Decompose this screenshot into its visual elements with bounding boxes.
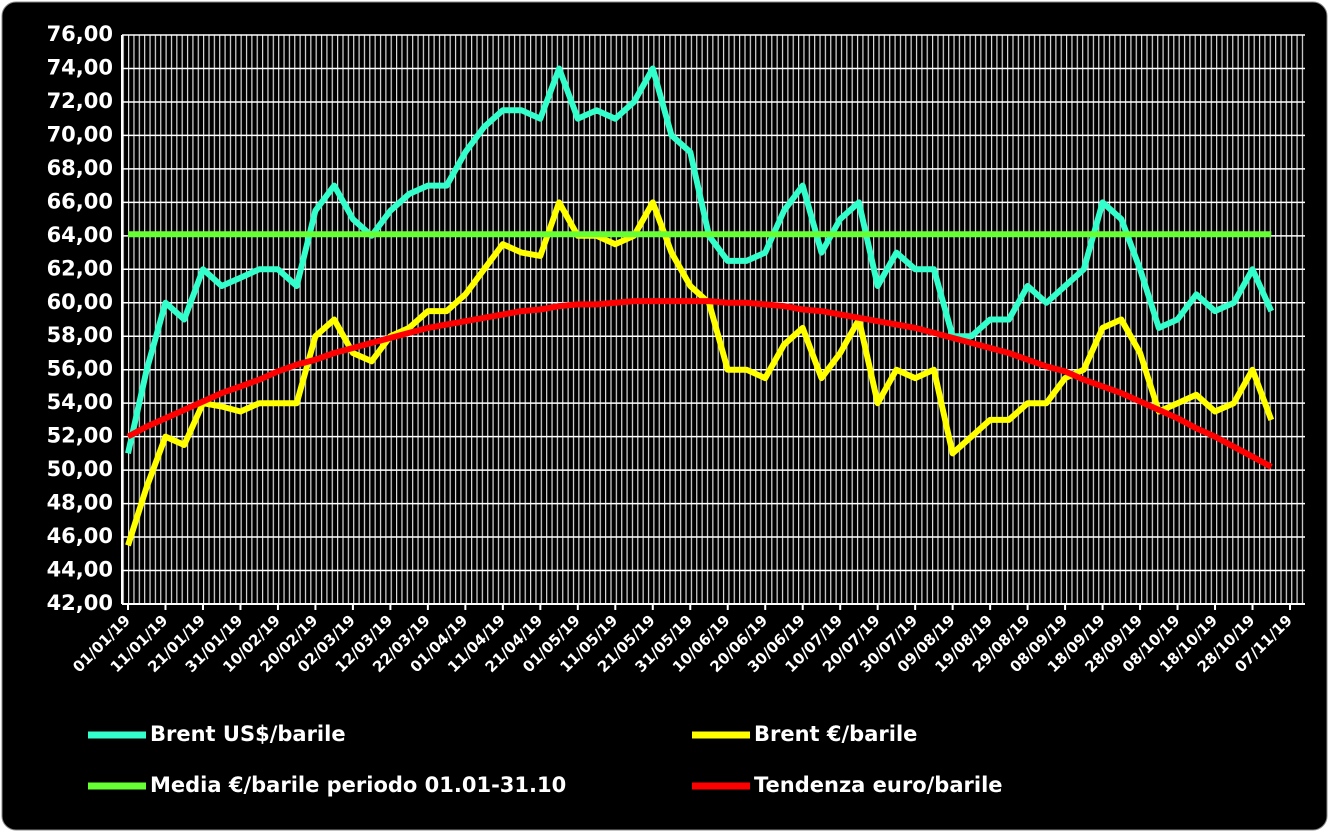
y-tick-label: 48,00 [47,491,113,515]
y-tick-label: 76,00 [47,22,113,46]
legend-label: Brent €/barile [754,722,917,746]
y-tick-label: 56,00 [47,357,113,381]
y-tick-label: 54,00 [47,390,113,414]
y-tick-label: 64,00 [47,223,113,247]
legend-label: Brent US$/barile [150,722,346,746]
y-tick-label: 42,00 [47,591,113,615]
legend-label: Tendenza euro/barile [754,773,1003,797]
series-line [126,298,1273,470]
series-line [125,199,1275,547]
y-tick-label: 60,00 [47,290,113,314]
y-tick-label: 72,00 [47,89,113,113]
y-tick-label: 44,00 [47,558,113,582]
y-tick-label: 46,00 [47,524,113,548]
y-tick-label: 68,00 [47,156,113,180]
y-tick-label: 74,00 [47,55,113,79]
y-tick-label: 70,00 [47,122,113,146]
y-tick-label: 62,00 [47,256,113,280]
y-tick-label: 52,00 [47,424,113,448]
series-line [125,65,1275,455]
y-tick-label: 66,00 [47,189,113,213]
y-tick-label: 50,00 [47,457,113,481]
y-tick-label: 58,00 [47,323,113,347]
legend-label: Media €/barile periodo 01.01-31.10 [150,773,566,797]
